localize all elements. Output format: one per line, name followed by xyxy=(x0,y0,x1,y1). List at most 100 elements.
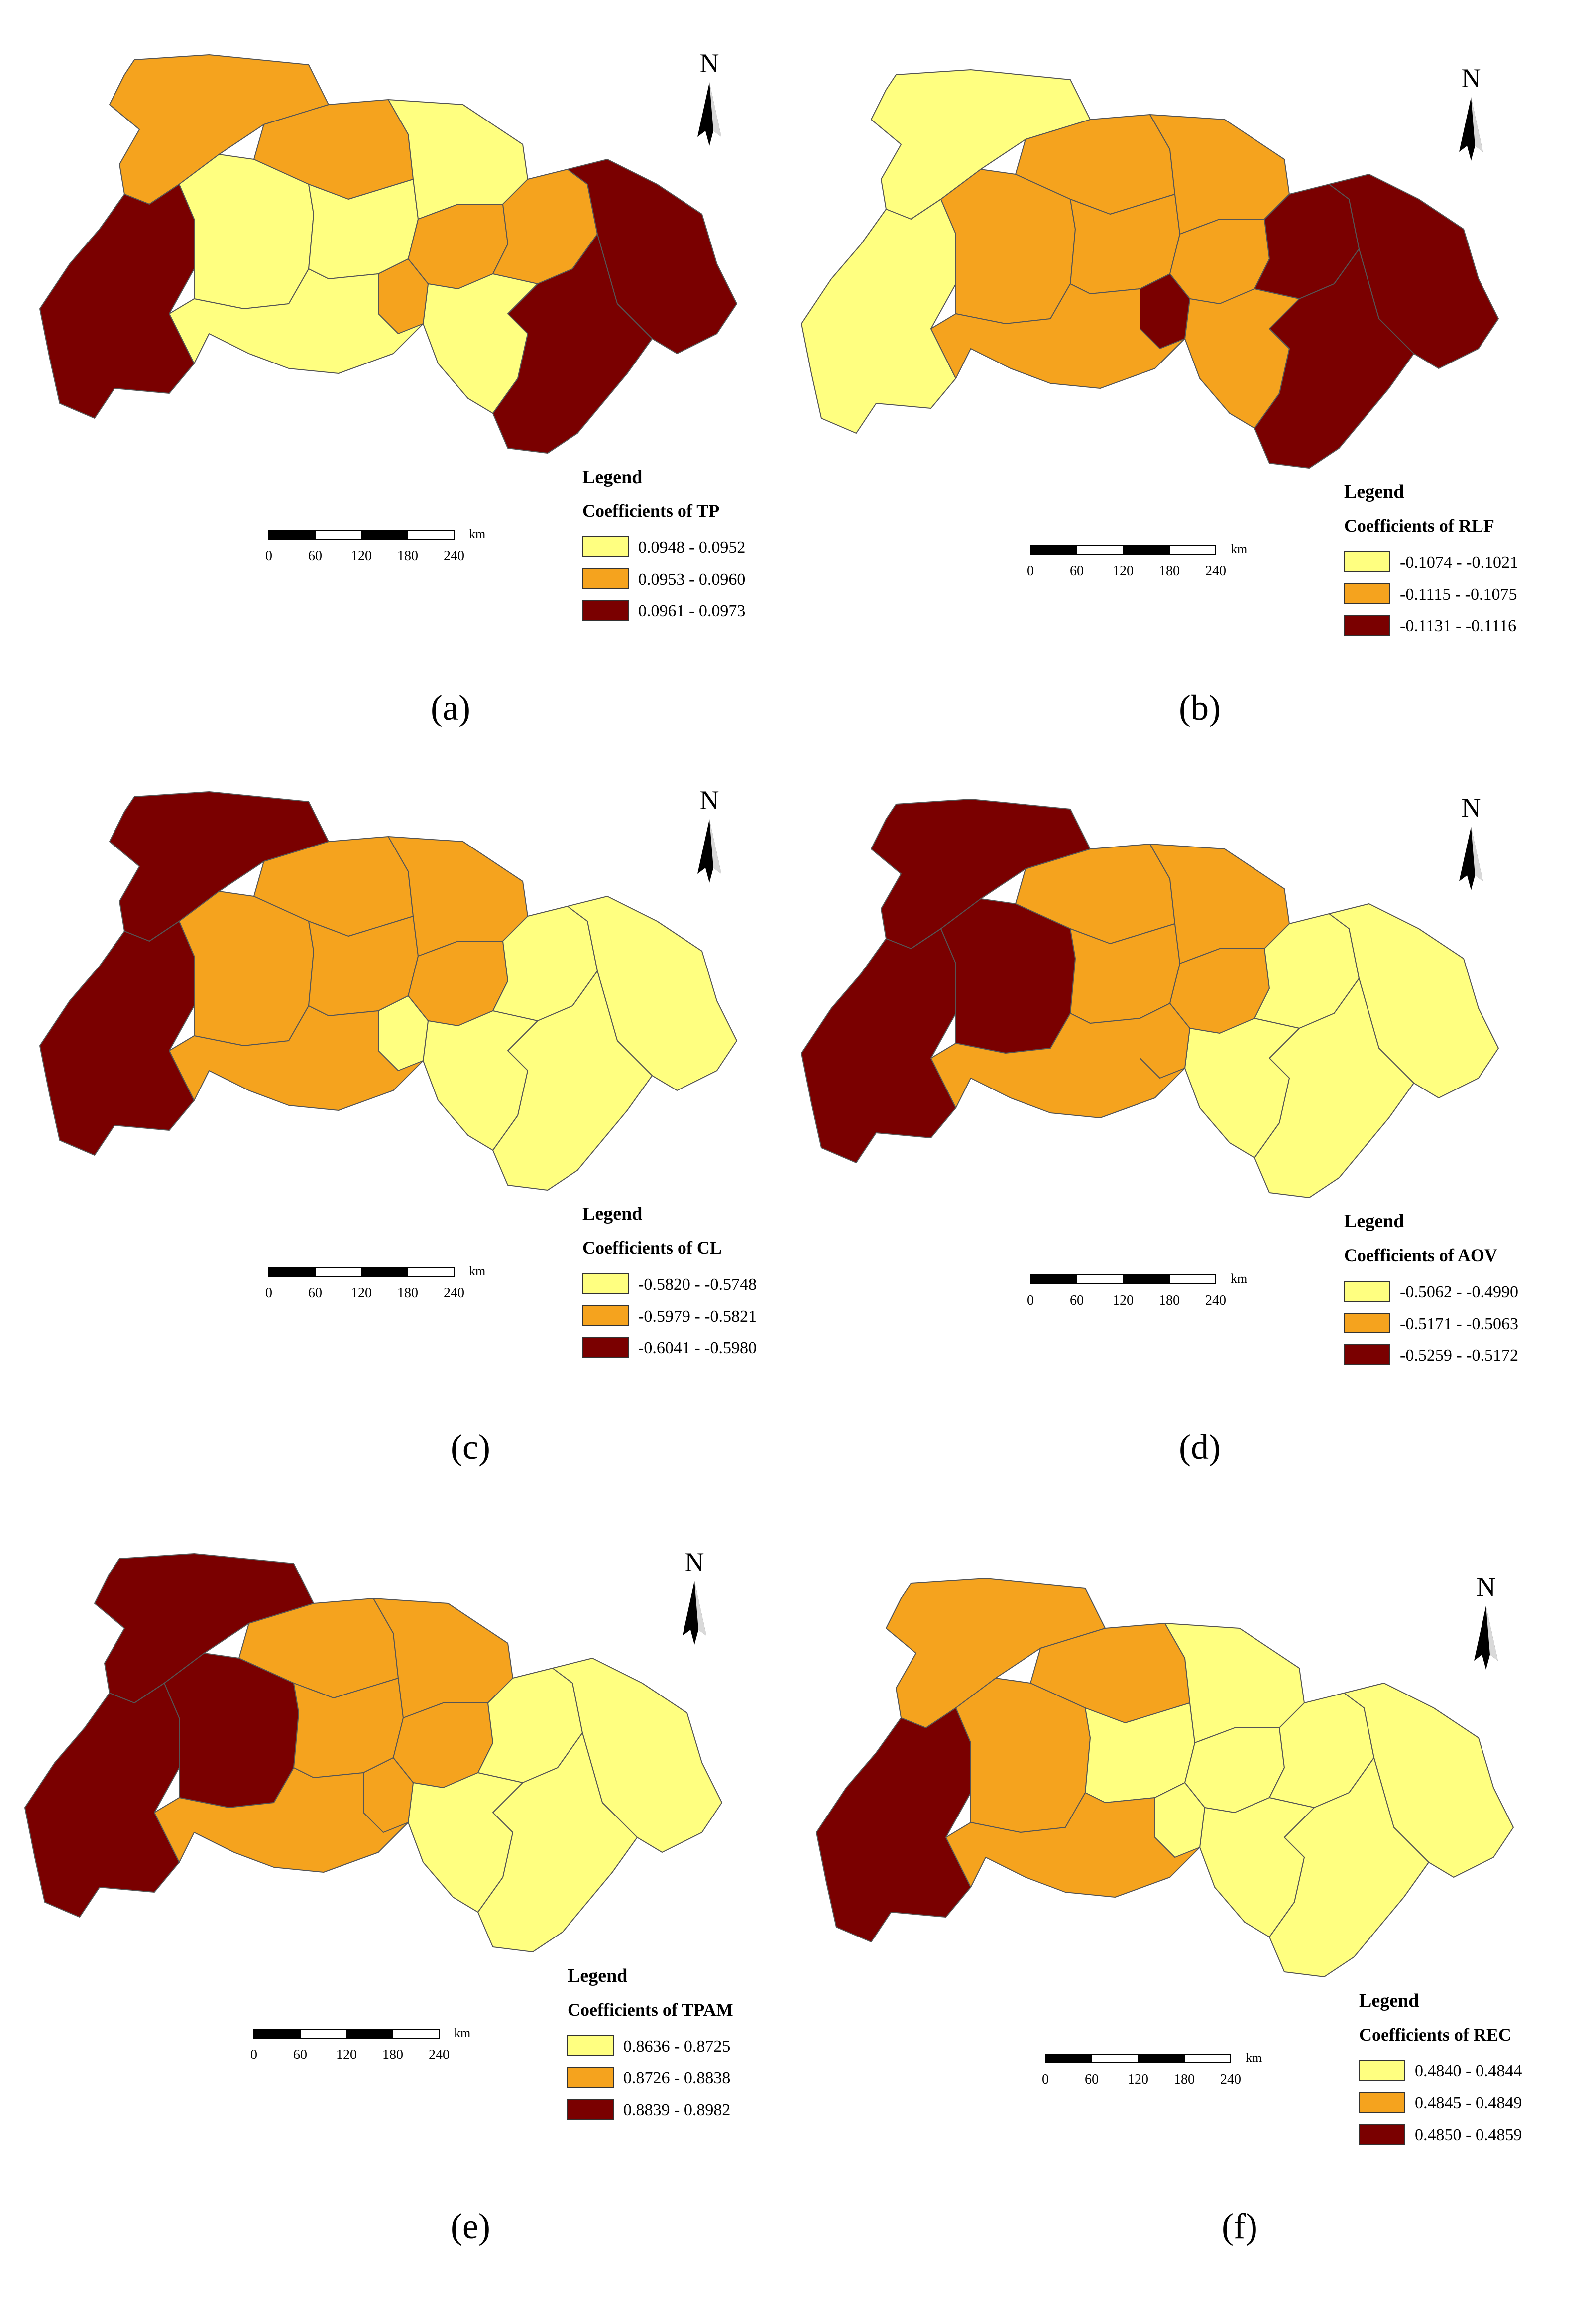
legend-swatch xyxy=(1344,1281,1390,1302)
scale-tick-label: 240 xyxy=(1205,1293,1226,1308)
choropleth-map xyxy=(39,791,737,1191)
legend-class-label: -0.5820 - -0.5748 xyxy=(638,1275,757,1294)
legend-heading: Legend xyxy=(568,1965,627,1986)
legend-swatch xyxy=(582,1273,629,1294)
north-arrow-shape xyxy=(697,82,721,146)
choropleth-map xyxy=(39,54,737,454)
north-label: N xyxy=(685,1547,704,1577)
legend: Legend Coefficients of TP 0.0948 - 0.0952 0… xyxy=(582,467,745,621)
north-label: N xyxy=(1462,63,1481,93)
legend-class-label: -0.1074 - -0.1021 xyxy=(1400,553,1518,572)
north-arrow-shape xyxy=(683,1581,706,1645)
north-arrow-shape xyxy=(1459,97,1483,161)
map-region xyxy=(24,1683,180,1918)
scale-tick-label: 240 xyxy=(429,2047,450,2062)
legend: Legend Coefficients of CL -0.5820 - -0.574… xyxy=(582,1204,757,1358)
north-arrow-icon: N xyxy=(683,1547,706,1645)
scale-unit: km xyxy=(469,527,485,541)
legend-title: Coefficients of REC xyxy=(1359,2025,1511,2045)
legend-class-label: -0.5171 - -0.5063 xyxy=(1400,1315,1518,1333)
map-panel-3: N 0 60 120 180 240 km Legend Coefficients of CL -… xyxy=(39,785,757,1467)
scale-tick-label: 180 xyxy=(1174,2072,1195,2087)
legend-class-label: 0.0961 - 0.0973 xyxy=(638,602,745,620)
map-region xyxy=(164,1653,299,1808)
map-panel-1: N 0 60 120 180 240 km Legend Coefficients of TP 0… xyxy=(39,48,745,727)
scale-bar: 0 60 120 180 240 km xyxy=(1027,542,1247,579)
legend-title: Coefficients of CL xyxy=(582,1238,722,1258)
map-region xyxy=(940,169,1076,324)
scale-tick-label: 120 xyxy=(1113,563,1134,579)
legend-class-label: 0.8839 - 0.8982 xyxy=(623,2101,730,2119)
scale-tick-label: 60 xyxy=(1070,1293,1084,1308)
legend-class-label: 0.4845 - 0.4849 xyxy=(1415,2094,1522,2112)
legend-heading: Legend xyxy=(582,467,642,487)
legend: Legend Coefficients of REC 0.4840 - 0.4844… xyxy=(1359,1990,1522,2145)
legend-swatch xyxy=(582,568,629,589)
legend-heading: Legend xyxy=(582,1204,642,1224)
scale-bar: 0 60 120 180 240 km xyxy=(1042,2051,1262,2087)
scale-tick-label: 0 xyxy=(1027,563,1034,579)
north-label: N xyxy=(1462,793,1481,823)
scale-tick-label: 60 xyxy=(308,548,322,564)
scale-unit: km xyxy=(1231,542,1247,556)
north-label: N xyxy=(1477,1572,1496,1602)
legend-swatch xyxy=(1359,2124,1405,2145)
legend-swatch xyxy=(1344,615,1390,636)
legend-class-label: -0.1115 - -0.1075 xyxy=(1400,585,1517,604)
choropleth-map xyxy=(24,1553,722,1952)
north-arrow-icon: N xyxy=(697,785,721,883)
legend-swatch xyxy=(1344,1344,1390,1365)
legend-title: Coefficients of TPAM xyxy=(568,2000,733,2020)
legend-swatch xyxy=(582,536,629,557)
scale-tick-label: 60 xyxy=(293,2047,307,2062)
map-region xyxy=(955,1678,1091,1833)
legend-swatch xyxy=(567,2035,614,2056)
map-panel-6: N 0 60 120 180 240 km Legend Coefficients of REC… xyxy=(816,1572,1522,2246)
legend-swatch xyxy=(1359,2092,1405,2113)
map-region xyxy=(801,199,956,434)
legend-swatch xyxy=(567,2099,614,2120)
map-region xyxy=(816,1707,971,1942)
north-arrow-shape xyxy=(1474,1606,1498,1670)
scale-tick-label: 240 xyxy=(444,548,464,564)
panel-caption: (d) xyxy=(1179,1427,1221,1467)
legend-class-label: 0.0953 - 0.0960 xyxy=(638,570,745,589)
panel-caption: (a) xyxy=(431,688,470,727)
map-region xyxy=(179,154,314,309)
scale-tick-label: 120 xyxy=(1113,1293,1134,1308)
north-arrow-icon: N xyxy=(1474,1572,1498,1670)
legend-heading: Legend xyxy=(1359,1990,1419,2011)
scale-unit: km xyxy=(1246,2051,1262,2065)
map-region xyxy=(801,928,956,1163)
north-arrow-icon: N xyxy=(1459,793,1483,890)
choropleth-map xyxy=(816,1578,1514,1977)
legend: Legend Coefficients of TPAM 0.8636 - 0.872… xyxy=(567,1965,733,2120)
scale-tick-label: 180 xyxy=(1159,563,1180,579)
scale-bar: 0 60 120 180 240 km xyxy=(265,1264,485,1301)
legend-swatch xyxy=(582,1305,629,1326)
legend: Legend Coefficients of AOV -0.5062 - -0.49… xyxy=(1344,1211,1518,1365)
north-arrow-shape xyxy=(1459,827,1483,890)
panel-caption: (e) xyxy=(451,2206,490,2246)
scale-tick-label: 240 xyxy=(1220,2072,1241,2087)
scale-tick-label: 180 xyxy=(1159,1293,1180,1308)
scale-tick-label: 120 xyxy=(351,548,372,564)
legend-swatch xyxy=(1344,583,1390,604)
legend-class-label: -0.5979 - -0.5821 xyxy=(638,1307,757,1326)
legend-class-label: 0.4840 - 0.4844 xyxy=(1415,2062,1522,2080)
legend-heading: Legend xyxy=(1344,1211,1404,1232)
scale-tick-label: 120 xyxy=(1128,2072,1148,2087)
scale-tick-label: 0 xyxy=(265,548,272,564)
scale-tick-label: 120 xyxy=(351,1285,372,1301)
legend-swatch xyxy=(1344,551,1390,572)
legend-title: Coefficients of TP xyxy=(582,501,719,521)
scale-tick-label: 60 xyxy=(1085,2072,1099,2087)
legend-class-label: 0.0948 - 0.0952 xyxy=(638,538,745,557)
scale-unit: km xyxy=(1231,1271,1247,1286)
panel-caption: (f) xyxy=(1222,2206,1257,2246)
legend-swatch xyxy=(582,600,629,621)
map-region xyxy=(179,891,314,1046)
panel-caption: (c) xyxy=(451,1427,490,1467)
scale-unit: km xyxy=(454,2026,470,2040)
